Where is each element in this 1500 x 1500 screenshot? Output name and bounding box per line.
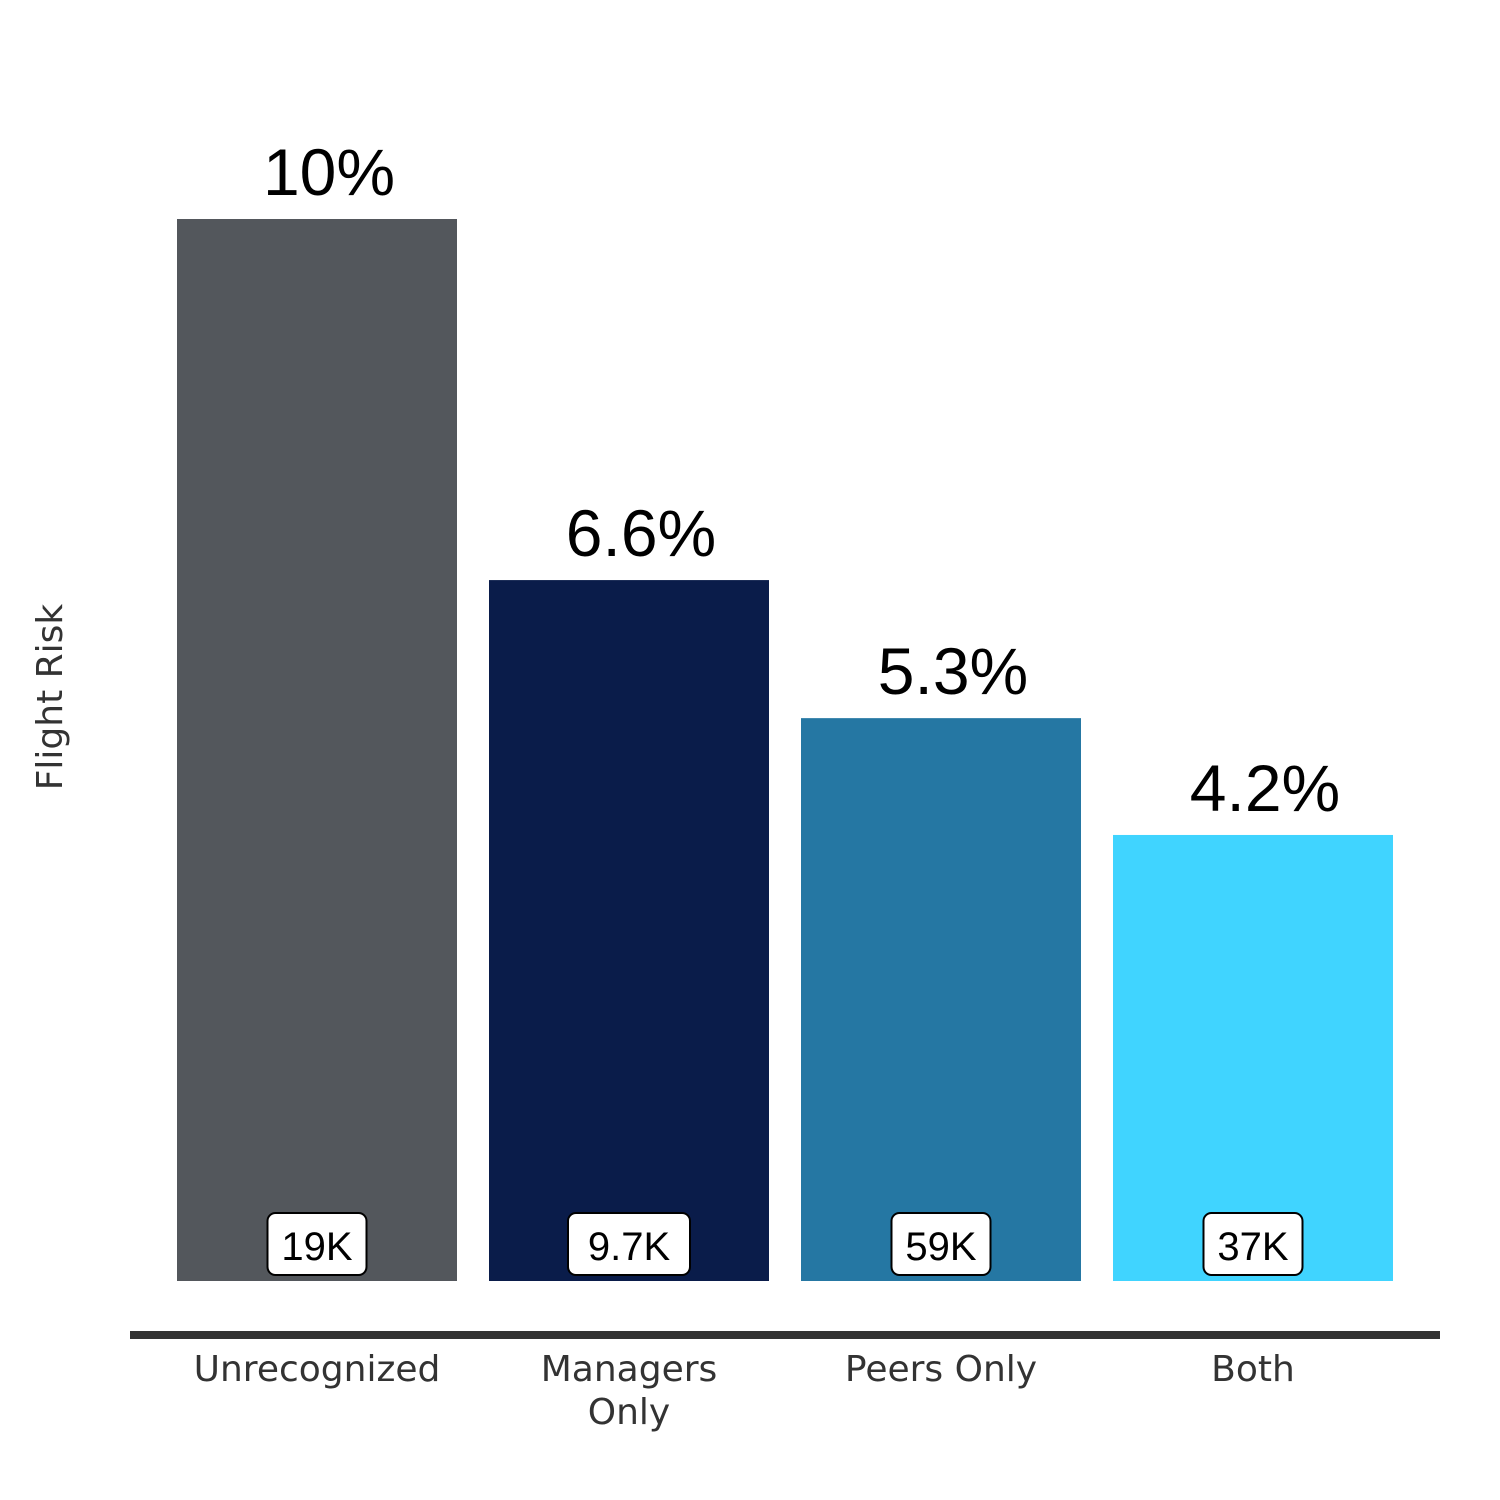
count-box-0	[266, 1212, 368, 1276]
count-label-0: 19K	[281, 1225, 352, 1269]
category-label-3: Both	[1211, 1349, 1295, 1390]
category-label-1-line-1: Only	[588, 1392, 670, 1433]
bar-1	[489, 580, 769, 1281]
count-box-1	[567, 1212, 691, 1276]
count-box-3	[1202, 1212, 1304, 1276]
y-axis-label: Flight Risk	[30, 604, 71, 791]
bars-layer	[177, 219, 1393, 1281]
count-label-2: 59K	[905, 1225, 976, 1269]
count-label-3: 37K	[1217, 1225, 1288, 1269]
category-label-0: Unrecognized	[194, 1349, 441, 1390]
bar-3	[1113, 834, 1393, 1281]
bar-0	[177, 219, 457, 1281]
value-label-1: 6.6%	[566, 496, 716, 570]
count-label-1: 9.7K	[588, 1225, 671, 1269]
category-label-2: Peers Only	[845, 1349, 1037, 1390]
value-label-3: 4.2%	[1190, 751, 1340, 825]
bar-2	[801, 718, 1081, 1281]
category-label-1-line-0: Managers	[541, 1349, 718, 1390]
count-box-2	[890, 1212, 992, 1276]
value-label-0: 10%	[263, 135, 395, 209]
value-label-2: 5.3%	[878, 634, 1028, 708]
